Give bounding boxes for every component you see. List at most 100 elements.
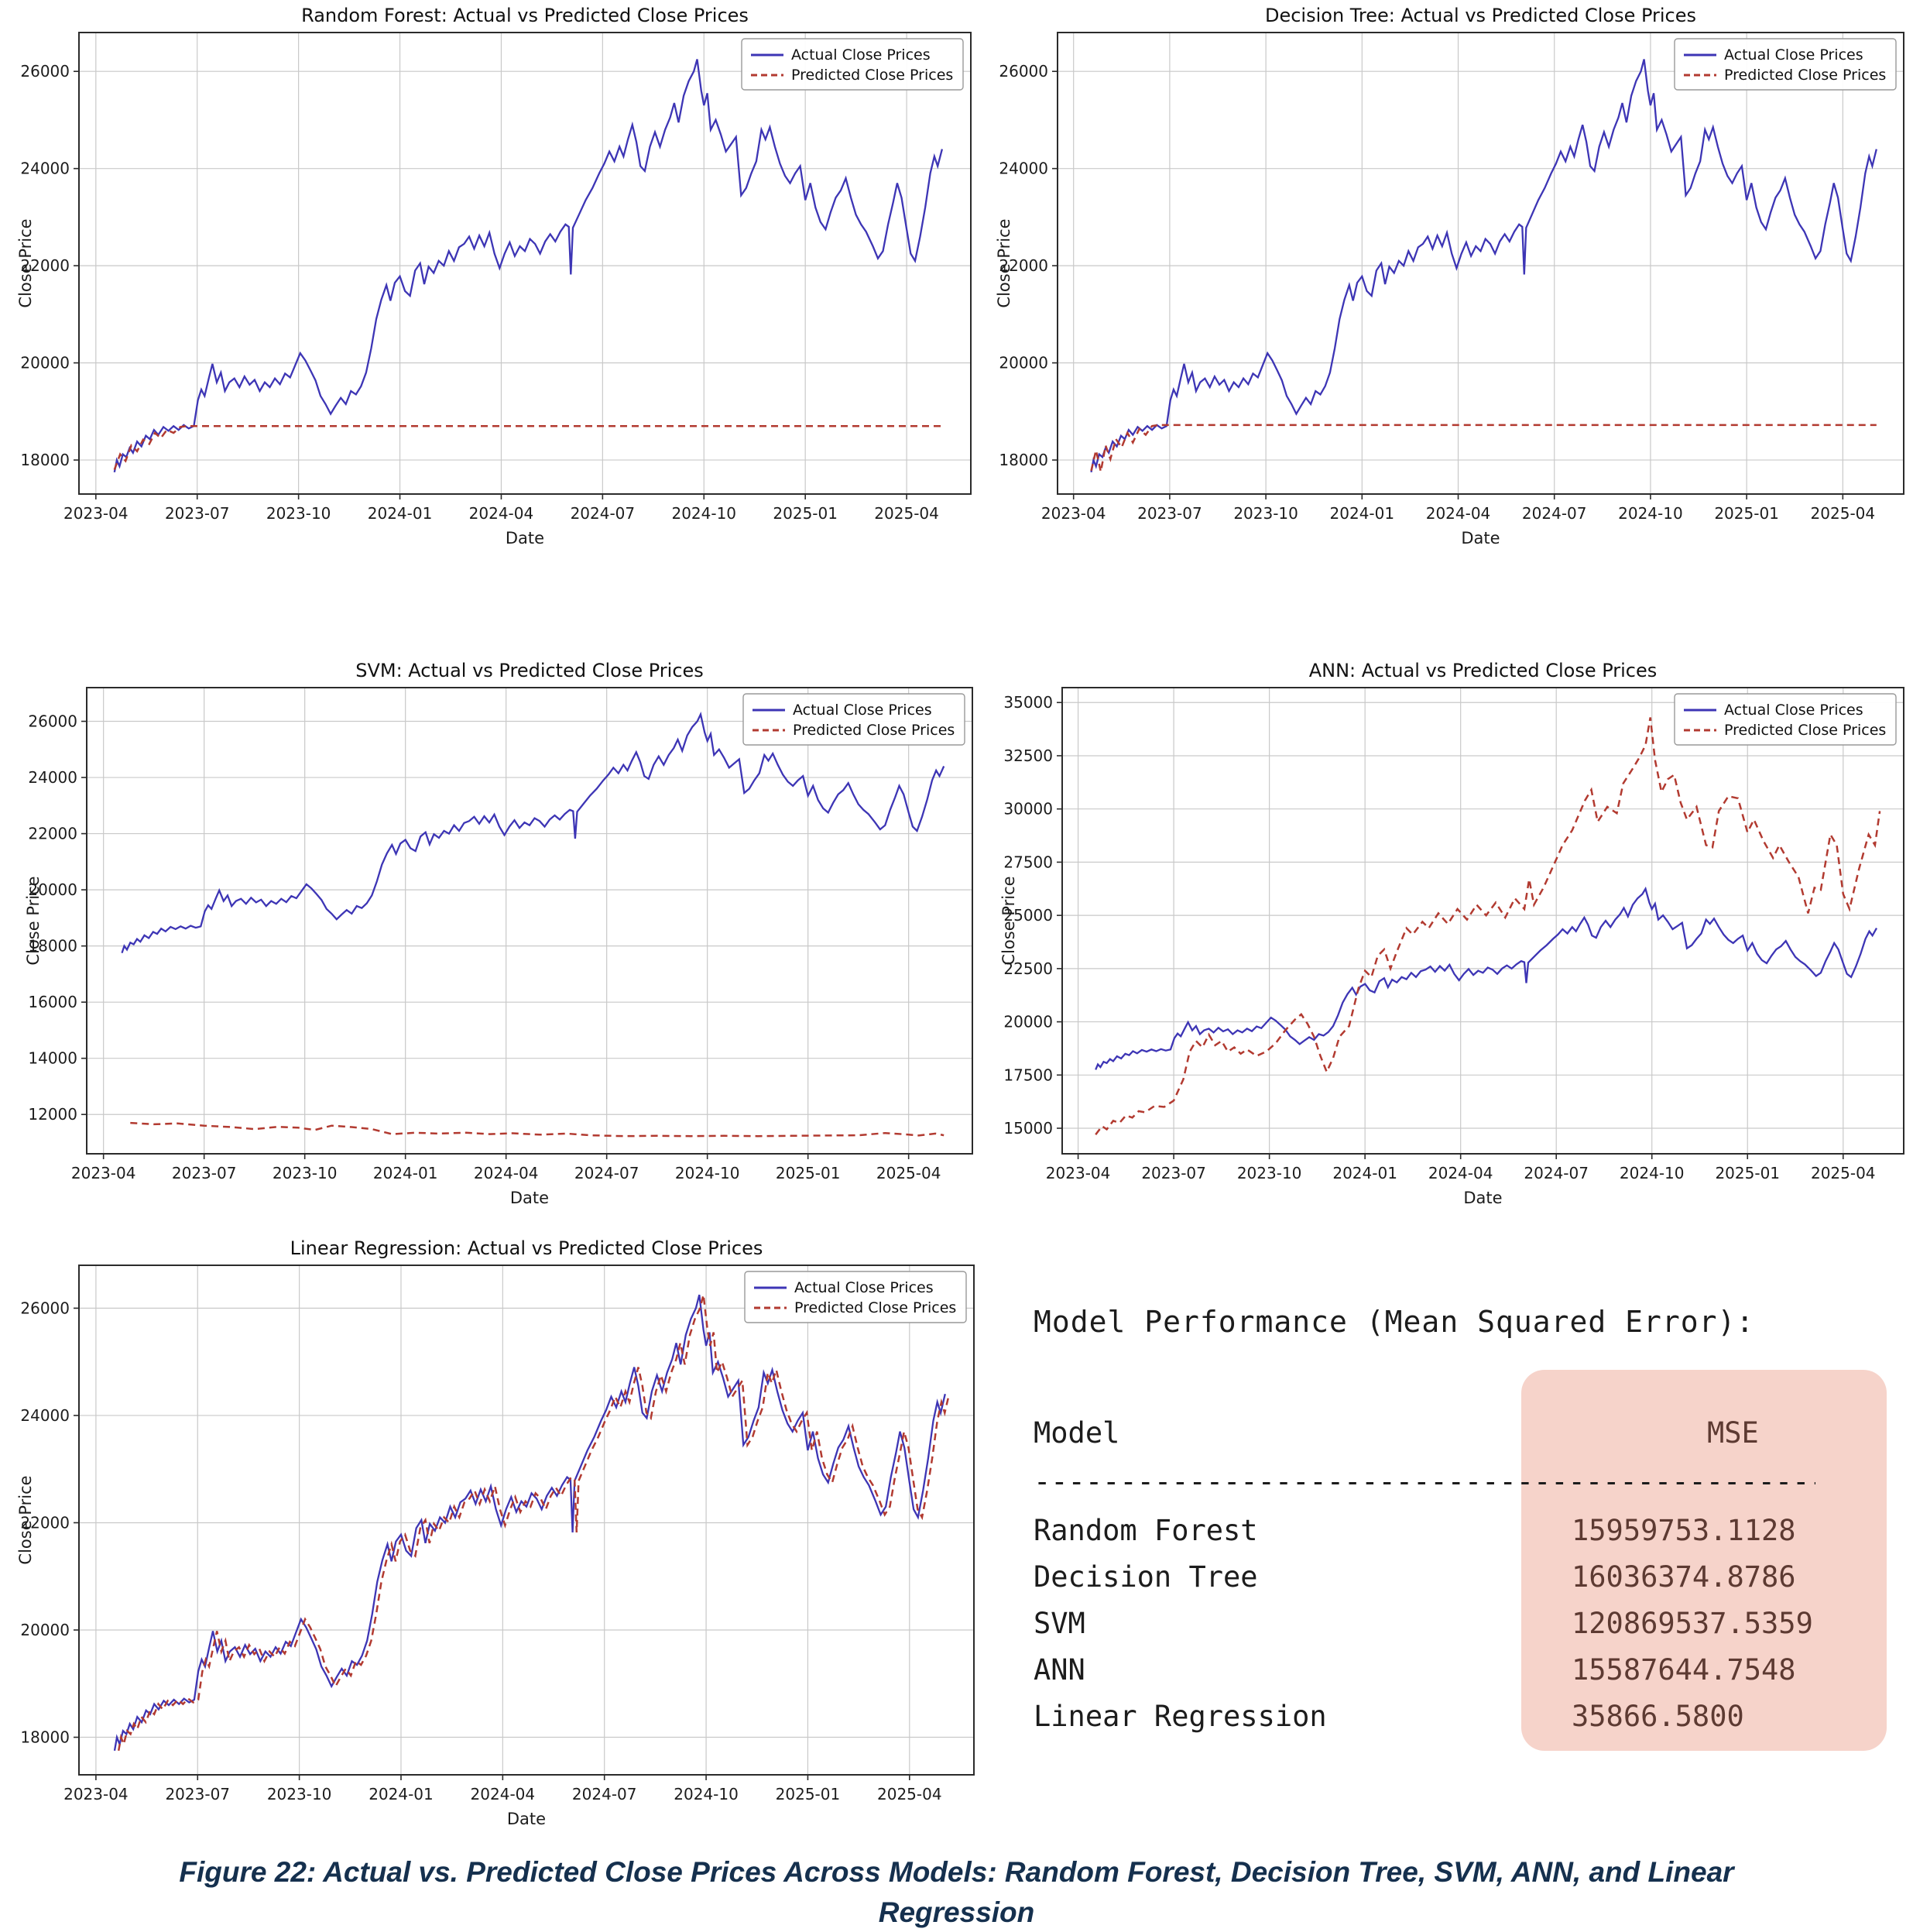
svg-text:20000: 20000 — [999, 354, 1048, 372]
svg-text:2024-01: 2024-01 — [1330, 504, 1395, 523]
chart-random-forest: 2023-04 2023-07 2023-10 2024-01 2024-04 2024-… — [14, 3, 980, 551]
svg-text:2024-10: 2024-10 — [671, 504, 736, 523]
svg-text:Actual Close Prices: Actual Close Prices — [794, 1279, 934, 1296]
svg-text:17500: 17500 — [1003, 1066, 1053, 1084]
svg-text:Close Price: Close Price — [16, 1475, 35, 1564]
svg-text:18000: 18000 — [999, 451, 1048, 469]
model-name: Linear Regression — [1034, 1700, 1327, 1733]
mse-value: 35866.5800 — [1572, 1700, 1744, 1733]
svg-text:Predicted Close Prices: Predicted Close Prices — [793, 722, 955, 739]
svg-text:2025-04: 2025-04 — [874, 504, 939, 523]
rf-plot-svg: 2023-04 2023-07 2023-10 2024-01 2024-04 2024-… — [16, 5, 972, 547]
svg-text:2025-04: 2025-04 — [1811, 1164, 1876, 1182]
svg-text:2023-04: 2023-04 — [1041, 504, 1106, 523]
mse-value: 120869537.5359 — [1572, 1607, 1813, 1640]
svg-text:Actual Close Prices: Actual Close Prices — [791, 46, 931, 63]
ann-plot-svg: 2023-04 2023-07 2023-10 2024-01 2024-04 2024-… — [999, 660, 1904, 1207]
svg-text:2024-01: 2024-01 — [373, 1164, 438, 1182]
svg-text:22000: 22000 — [20, 256, 70, 275]
svg-text:2024-10: 2024-10 — [674, 1785, 739, 1803]
svg-text:2025-01: 2025-01 — [773, 504, 838, 523]
table-header-row: Model MSE — [1034, 1410, 1913, 1457]
svg-text:2024-10: 2024-10 — [1620, 1164, 1685, 1182]
svg-text:2025-04: 2025-04 — [1811, 504, 1876, 523]
svg-text:2023-04: 2023-04 — [63, 1785, 129, 1803]
figure-caption-text: Figure 22: Actual vs. Predicted Close Pr… — [179, 1856, 1734, 1928]
svg-text:2024-07: 2024-07 — [1522, 504, 1587, 523]
svg-text:ANN: Actual vs Predicted Close: ANN: Actual vs Predicted Close Prices — [1309, 660, 1658, 681]
svg-text:2023-07: 2023-07 — [165, 1785, 230, 1803]
table-row: ANN 15587644.7548 — [1034, 1647, 1913, 1694]
mse-value: 15959753.1128 — [1572, 1514, 1796, 1547]
svg-text:2024-10: 2024-10 — [1618, 504, 1683, 523]
svg-text:2025-01: 2025-01 — [1715, 1164, 1780, 1182]
svg-text:27500: 27500 — [1003, 853, 1053, 871]
svg-text:35000: 35000 — [1003, 693, 1053, 712]
performance-table: Model MSE ------------------------------… — [1034, 1370, 1913, 1751]
lr-plot-svg: 2023-04 2023-07 2023-10 2024-01 2024-04 2024-… — [16, 1237, 975, 1828]
svg-text:2024-07: 2024-07 — [574, 1164, 639, 1182]
svg-text:18000: 18000 — [20, 451, 70, 469]
svg-text:Close Price: Close Price — [16, 218, 35, 307]
svg-text:Predicted Close Prices: Predicted Close Prices — [1724, 67, 1886, 84]
svg-text:24000: 24000 — [20, 1406, 70, 1425]
svg-text:2024-04: 2024-04 — [1426, 504, 1491, 523]
svg-text:Date: Date — [507, 1810, 546, 1828]
svg-text:2023-07: 2023-07 — [172, 1164, 237, 1182]
svg-text:22000: 22000 — [20, 1513, 70, 1532]
svg-text:2025-04: 2025-04 — [877, 1785, 942, 1803]
mse-value: 16036374.8786 — [1572, 1560, 1796, 1594]
svg-text:2023-07: 2023-07 — [1141, 1164, 1206, 1182]
table-row: Decision Tree 16036374.8786 — [1034, 1554, 1913, 1601]
svg-text:Close Price: Close Price — [995, 218, 1013, 307]
svg-text:2025-01: 2025-01 — [1714, 504, 1779, 523]
model-performance-panel: Model Performance (Mean Squared Error): … — [1034, 1305, 1913, 1816]
svg-text:Predicted Close Prices: Predicted Close Prices — [794, 1299, 956, 1316]
chart-svm: 2023-04 2023-07 2023-10 2024-01 2024-04 2024-… — [22, 658, 982, 1211]
svg-text:24000: 24000 — [999, 160, 1048, 178]
svg-text:2023-10: 2023-10 — [1237, 1164, 1302, 1182]
svm-plot-svg: 2023-04 2023-07 2023-10 2024-01 2024-04 2024-… — [24, 660, 973, 1207]
svg-text:2024-01: 2024-01 — [369, 1785, 434, 1803]
svg-text:SVM: Actual vs Predicted Close: SVM: Actual vs Predicted Close Prices — [355, 660, 704, 681]
svg-text:2024-04: 2024-04 — [1428, 1164, 1493, 1182]
svg-text:2023-10: 2023-10 — [1233, 504, 1298, 523]
svg-text:26000: 26000 — [20, 62, 70, 81]
svg-text:24000: 24000 — [20, 160, 70, 178]
svg-text:22500: 22500 — [1003, 959, 1053, 978]
svg-text:2023-10: 2023-10 — [267, 1785, 332, 1803]
svg-text:14000: 14000 — [28, 1049, 77, 1068]
chart-decision-tree: 2023-04 2023-07 2023-10 2024-01 2024-04 2024-… — [992, 3, 1913, 551]
svg-text:Date: Date — [1463, 1189, 1502, 1207]
svg-text:2024-04: 2024-04 — [474, 1164, 539, 1182]
svg-text:2024-07: 2024-07 — [572, 1785, 637, 1803]
mse-highlight-box — [1521, 1370, 1887, 1751]
performance-title: Model Performance (Mean Squared Error): — [1034, 1305, 1755, 1339]
table-divider: ----------------------------------------… — [1034, 1465, 1815, 1498]
svg-text:2023-04: 2023-04 — [63, 504, 129, 523]
svg-text:2025-04: 2025-04 — [876, 1164, 941, 1182]
svg-text:Actual Close Prices: Actual Close Prices — [793, 702, 932, 719]
svg-text:2023-04: 2023-04 — [1046, 1164, 1111, 1182]
model-name: Decision Tree — [1034, 1560, 1258, 1594]
svg-text:12000: 12000 — [28, 1105, 77, 1124]
svg-text:Close Price: Close Price — [24, 876, 43, 965]
svg-text:2023-10: 2023-10 — [266, 504, 331, 523]
figure-caption: Figure 22: Actual vs. Predicted Close Pr… — [0, 1852, 1913, 1932]
svg-text:Close Price: Close Price — [999, 876, 1018, 965]
svg-text:2025-01: 2025-01 — [776, 1785, 841, 1803]
svg-text:Predicted Close Prices: Predicted Close Prices — [1724, 722, 1886, 739]
svg-text:2024-07: 2024-07 — [571, 504, 636, 523]
table-row: Random Forest 15959753.1128 — [1034, 1508, 1913, 1554]
svg-text:2023-07: 2023-07 — [1137, 504, 1202, 523]
svg-text:16000: 16000 — [28, 993, 77, 1011]
svg-text:2023-10: 2023-10 — [273, 1164, 338, 1182]
svg-text:18000: 18000 — [20, 1728, 70, 1747]
svg-text:15000: 15000 — [1003, 1119, 1053, 1138]
svg-text:Actual Close Prices: Actual Close Prices — [1724, 702, 1863, 719]
dt-plot-svg: 2023-04 2023-07 2023-10 2024-01 2024-04 2024-… — [995, 5, 1904, 547]
svg-text:Date: Date — [506, 529, 544, 547]
svg-text:2024-07: 2024-07 — [1524, 1164, 1589, 1182]
svg-text:2023-04: 2023-04 — [71, 1164, 136, 1182]
